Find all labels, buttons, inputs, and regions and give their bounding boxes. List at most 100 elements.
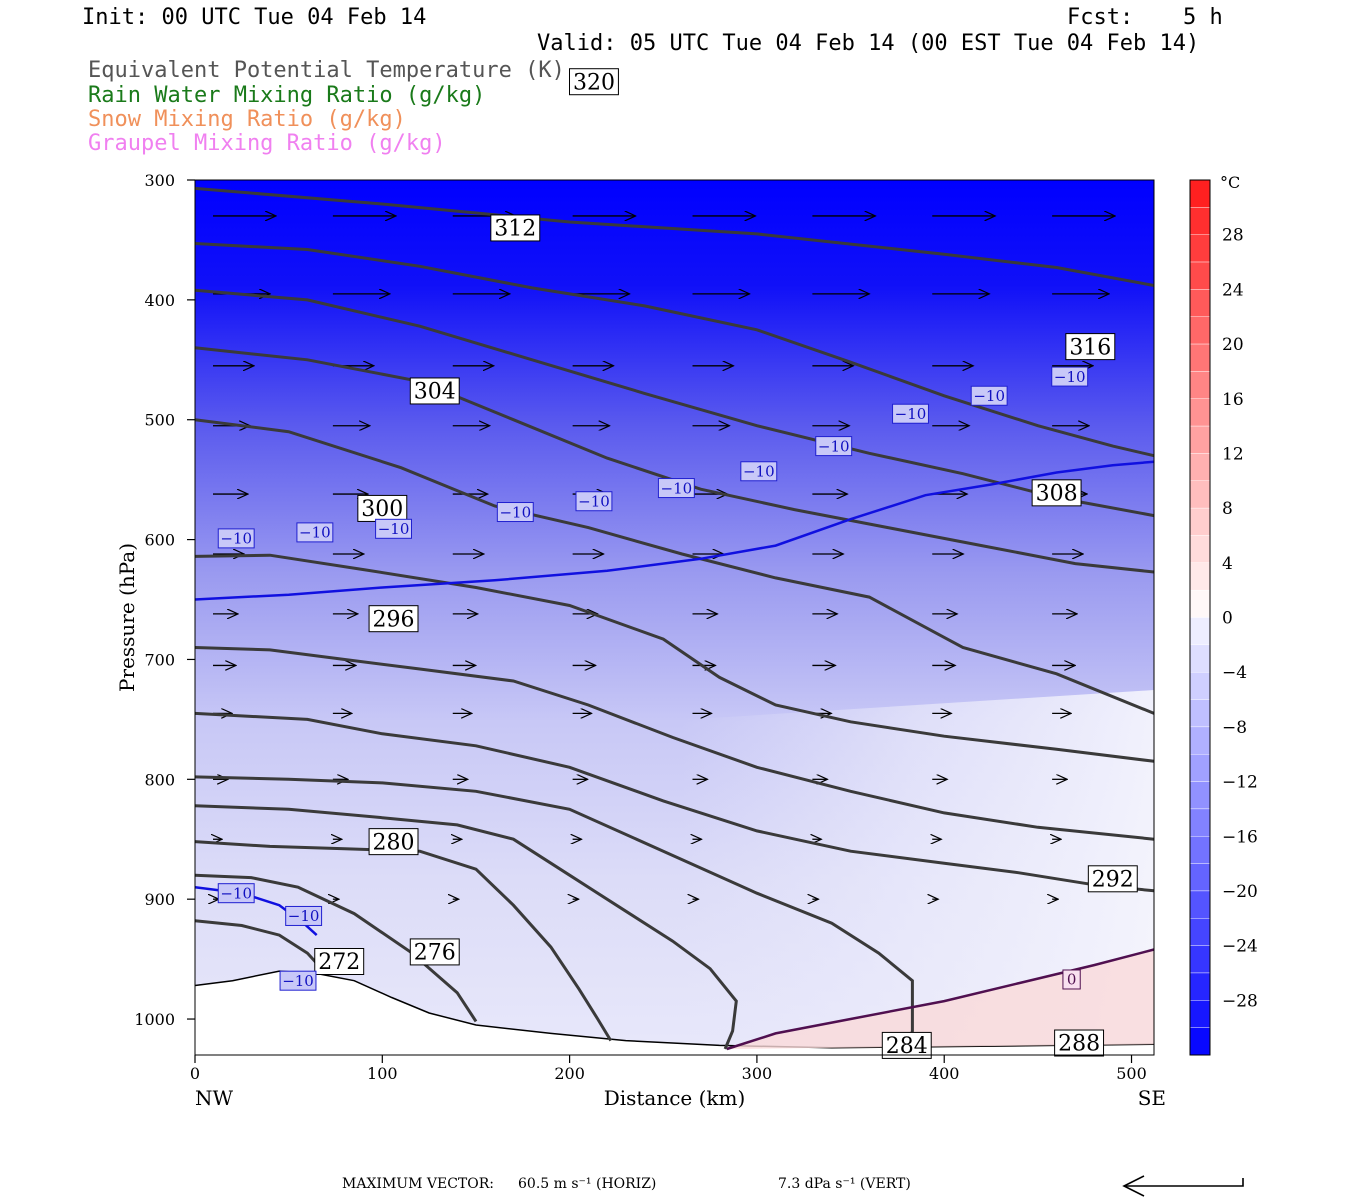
- colorbar-tick-0: 0: [1222, 609, 1233, 629]
- colorbar-frame: [1189, 179, 1211, 1056]
- theta-e-contour-284: [194, 804, 738, 1050]
- isotherm-label-6: −10: [743, 463, 775, 481]
- x-tick-label-400: 400: [929, 1064, 960, 1083]
- colorbar-swatch-8: [1189, 398, 1211, 427]
- theta-e-contour-292: [194, 711, 1155, 893]
- colorbar-swatch-7: [1189, 371, 1211, 399]
- colorbar-tick-12: 12: [1222, 444, 1244, 464]
- theta-e-label-272: 272: [318, 950, 360, 975]
- isotherm-low-label-1-box: [285, 905, 323, 926]
- theta-e-label-288: 288: [1058, 1032, 1100, 1057]
- theta-e-label-320-box: [568, 68, 619, 96]
- y-axis-label: Pressure (hPa): [115, 543, 139, 692]
- isotherm-label-0: −10: [220, 530, 252, 548]
- isotherm-label-9-box: [970, 385, 1008, 406]
- colorbar-swatch-30: [1189, 1000, 1211, 1028]
- colorbar-swatch-26: [1189, 890, 1211, 919]
- y-tick-label-1000: 1000: [134, 1010, 175, 1029]
- x-tick-label-100: 100: [367, 1064, 398, 1083]
- colorbar-swatch-29: [1189, 972, 1211, 1001]
- theta-e-label-300: 300: [361, 497, 403, 522]
- colorbar-tick--28: −28: [1222, 991, 1258, 1011]
- colorbar-swatch-20: [1189, 726, 1211, 755]
- theta-e-label-280: 280: [373, 830, 415, 855]
- colorbar-tick--12: −12: [1222, 773, 1258, 793]
- valid-time: Valid: 05 UTC Tue 04 Feb 14 (00 EST Tue …: [537, 31, 1200, 56]
- warm-region: [726, 949, 1154, 1050]
- theta-e-label-316: 316: [1069, 335, 1111, 360]
- isotherm-low-label-0: −10: [220, 884, 252, 902]
- isotherm-label-8-box: [892, 403, 929, 424]
- isotherm-label-4: −10: [578, 492, 610, 510]
- theta-e-contour-288: [194, 775, 914, 1051]
- colorbar-swatch-23: [1189, 808, 1211, 837]
- y-tick-label-400: 400: [144, 291, 175, 310]
- isotherm-low-label-0-box: [217, 883, 255, 904]
- colorbar-tick--4: −4: [1222, 663, 1247, 683]
- legend-graupel: Graupel Mixing Ratio (g/kg): [88, 131, 446, 156]
- colorbar-tick-16: 16: [1222, 390, 1244, 410]
- colorbar-swatch-28: [1189, 945, 1211, 974]
- colorbar-swatch-22: [1189, 781, 1211, 810]
- max-vector-label: MAXIMUM VECTOR:: [342, 1176, 494, 1192]
- theta-e-label-296: 296: [373, 607, 415, 632]
- legend-snow: Snow Mixing Ratio (g/kg): [88, 107, 406, 132]
- colorbar-swatch-25: [1189, 863, 1211, 892]
- isotherm-label-7-box: [815, 436, 853, 457]
- colorbar-swatch-6: [1189, 343, 1211, 372]
- colorbar-swatch-13: [1189, 535, 1211, 564]
- isotherm-minus10-line: [194, 460, 1155, 601]
- colorbar-swatch-18: [1189, 671, 1211, 700]
- colorbar-tick--20: −20: [1222, 882, 1258, 902]
- colorbar-swatch-9: [1189, 425, 1211, 454]
- isotherm-label-5: −10: [661, 479, 693, 497]
- colorbar-swatch-21: [1189, 754, 1211, 782]
- theta-e-label-276-box: [409, 938, 460, 966]
- theta-e-contour-300: [194, 553, 1155, 763]
- x-tick-label-200: 200: [554, 1064, 585, 1083]
- theta-e-label-292: 292: [1092, 868, 1134, 893]
- right-end-label: SE: [1138, 1086, 1166, 1110]
- y-tick-label-500: 500: [144, 411, 175, 430]
- isotherm-zero-line: [726, 948, 1155, 1051]
- theta-e-label-276: 276: [414, 941, 456, 966]
- colorbar-unit: °C: [1220, 173, 1240, 192]
- y-tick-label-800: 800: [144, 770, 175, 789]
- x-tick-label-300: 300: [742, 1064, 773, 1083]
- isotherm-label-10-box: [1051, 366, 1089, 387]
- isotherm-label-8: −10: [895, 405, 927, 423]
- colorbar-swatch-3: [1189, 261, 1211, 290]
- colorbar-swatch-16: [1189, 617, 1211, 646]
- isotherm-label-1: −10: [299, 524, 331, 542]
- x-tick-label-0: 0: [190, 1064, 200, 1083]
- colorbar-swatch-4: [1189, 289, 1211, 317]
- isotherm-label-9: −10: [973, 387, 1005, 405]
- theta-e-contour-280: [194, 840, 613, 1042]
- isotherm-label-0-box: [217, 528, 255, 549]
- colorbar-swatch-5: [1189, 316, 1211, 345]
- colorbar-swatch-17: [1189, 644, 1211, 673]
- ground-fill: [195, 971, 1154, 1055]
- theta-e-contour-296: [194, 646, 1155, 841]
- theta-e-label-272-box: [314, 948, 365, 976]
- theta-e-label-288-box: [1054, 1029, 1105, 1057]
- colorbar-swatch-24: [1189, 836, 1211, 864]
- colorbar-swatch-2: [1189, 234, 1211, 263]
- init-time: Init: 00 UTC Tue 04 Feb 14: [82, 5, 427, 30]
- colorbar-swatch-1: [1189, 207, 1211, 235]
- theta-e-contour-320: [194, 186, 1155, 287]
- theta-e-label-308: 308: [1036, 482, 1078, 507]
- isotherm-label-10: −10: [1054, 368, 1086, 386]
- theta-e-label-304-box: [409, 377, 460, 405]
- max-vector-vert: 7.3 dPa s⁻¹ (VERT): [778, 1176, 911, 1192]
- colorbar-tick--8: −8: [1222, 718, 1247, 738]
- theta-e-contour-312: [194, 288, 1155, 518]
- colorbar-swatch-0: [1189, 179, 1211, 208]
- legend-theta-e: Equivalent Potential Temperature (K): [88, 58, 565, 83]
- theta-e-contour-276: [194, 873, 478, 1023]
- colorbar-tick-4: 4: [1222, 554, 1233, 574]
- x-axis-label: Distance (km): [604, 1086, 746, 1110]
- colorbar-swatch-12: [1189, 507, 1211, 536]
- max-vector-horiz: 60.5 m s⁻¹ (HORIZ): [518, 1176, 657, 1192]
